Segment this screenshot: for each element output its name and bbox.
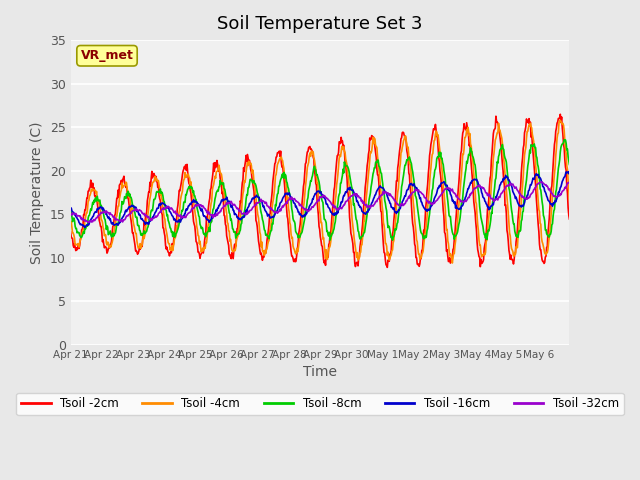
Tsoil -32cm	[261, 201, 269, 206]
Tsoil -2cm	[400, 130, 408, 135]
Tsoil -8cm	[371, 165, 379, 171]
Tsoil -4cm	[399, 142, 407, 147]
Tsoil -4cm	[556, 118, 564, 123]
Tsoil -32cm	[218, 206, 225, 212]
Tsoil -32cm	[566, 179, 573, 185]
Y-axis label: Soil Temperature (C): Soil Temperature (C)	[30, 121, 44, 264]
Tsoil -4cm	[242, 176, 250, 181]
Line: Tsoil -32cm: Tsoil -32cm	[70, 182, 570, 223]
Tsoil -16cm	[243, 207, 250, 213]
Tsoil -16cm	[566, 168, 573, 174]
Tsoil -2cm	[242, 158, 250, 164]
Tsoil -2cm	[125, 202, 133, 208]
Tsoil -16cm	[67, 206, 74, 212]
Tsoil -4cm	[67, 220, 74, 226]
Tsoil -2cm	[260, 252, 268, 257]
Tsoil -8cm	[561, 137, 568, 143]
Tsoil -32cm	[400, 202, 408, 207]
Tsoil -8cm	[260, 227, 268, 233]
Tsoil -8cm	[242, 202, 250, 208]
Tsoil -16cm	[81, 225, 89, 230]
Title: Soil Temperature Set 3: Soil Temperature Set 3	[217, 15, 423, 33]
Tsoil -2cm	[371, 144, 379, 150]
Line: Tsoil -4cm: Tsoil -4cm	[70, 120, 570, 263]
Tsoil -32cm	[126, 211, 134, 217]
Tsoil -2cm	[566, 216, 573, 222]
Legend: Tsoil -2cm, Tsoil -4cm, Tsoil -8cm, Tsoil -16cm, Tsoil -32cm: Tsoil -2cm, Tsoil -4cm, Tsoil -8cm, Tsoi…	[17, 393, 623, 415]
Tsoil -8cm	[400, 172, 408, 178]
Tsoil -2cm	[67, 229, 74, 235]
Tsoil -8cm	[67, 206, 74, 212]
Tsoil -32cm	[243, 212, 250, 217]
Line: Tsoil -8cm: Tsoil -8cm	[70, 140, 570, 240]
Tsoil -8cm	[217, 181, 225, 187]
Tsoil -2cm	[383, 264, 391, 270]
Tsoil -16cm	[372, 192, 380, 198]
Tsoil -32cm	[85, 220, 93, 226]
Tsoil -16cm	[218, 198, 225, 204]
Tsoil -32cm	[372, 199, 380, 204]
Tsoil -32cm	[67, 212, 74, 218]
Tsoil -16cm	[261, 207, 269, 213]
Tsoil -4cm	[260, 252, 268, 258]
Tsoil -4cm	[566, 197, 573, 203]
Tsoil -4cm	[125, 194, 133, 200]
X-axis label: Time: Time	[303, 365, 337, 379]
Tsoil -4cm	[217, 170, 225, 176]
Tsoil -2cm	[556, 111, 564, 117]
Tsoil -4cm	[371, 136, 379, 142]
Tsoil -8cm	[125, 193, 133, 199]
Tsoil -16cm	[400, 196, 408, 202]
Tsoil -4cm	[449, 260, 456, 266]
Text: VR_met: VR_met	[81, 49, 134, 62]
Tsoil -8cm	[566, 162, 573, 168]
Line: Tsoil -2cm: Tsoil -2cm	[70, 114, 570, 267]
Tsoil -16cm	[126, 204, 134, 210]
Line: Tsoil -16cm: Tsoil -16cm	[70, 171, 570, 228]
Tsoil -2cm	[217, 178, 225, 184]
Tsoil -8cm	[388, 237, 396, 243]
